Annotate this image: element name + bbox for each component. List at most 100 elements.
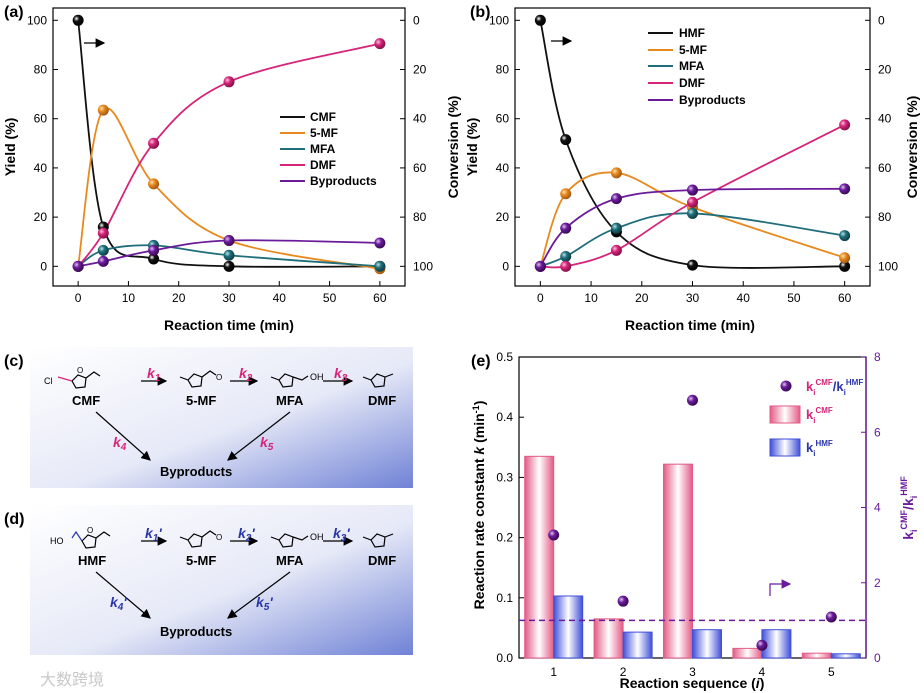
bar-k-hmf — [553, 595, 584, 659]
legend-label-hmf: HMF — [679, 26, 705, 40]
data-point-byproducts — [560, 222, 572, 234]
y2-axis-title-a: Conversion (%) — [445, 96, 461, 199]
data-point-dmf — [223, 76, 235, 88]
species-mfa-d: MFA — [276, 553, 304, 568]
panel-c-label: (c) — [4, 353, 24, 370]
data-point-dmf — [839, 119, 851, 131]
data-point-byproducts — [687, 184, 698, 196]
y2-tick-label: 0 — [874, 651, 881, 665]
cmf-structure — [57, 371, 101, 389]
hmf-structure — [71, 530, 111, 549]
data-point-mfa — [97, 244, 109, 256]
data-point-5-mf — [839, 252, 851, 264]
panel-b-label: (b) — [470, 4, 490, 21]
panel-d: (d) HO O HMF O 5-MF OH MFA DMF — [4, 505, 413, 655]
legend-label-byproducts-a: Byproducts — [310, 174, 377, 188]
y2-tick-label: 6 — [874, 425, 881, 439]
legend-swatch-k-cmf — [769, 405, 801, 424]
mfa-structure-d — [270, 533, 309, 548]
k2-prime-label: k2' — [238, 525, 255, 544]
chloro-atom-label: Cl — [44, 376, 53, 386]
series-group-b — [534, 14, 851, 272]
legend-swatch-k-hmf — [769, 438, 801, 457]
ratio-points-group — [548, 394, 837, 651]
y2-axis-e: 0 2 4 6 8 — [861, 350, 881, 665]
y-axis-a: 0 20 40 60 80 100 — [27, 13, 58, 273]
y2-axis-a: 100 80 60 40 20 0 — [400, 13, 433, 273]
legend-label-cmf: CMF — [310, 110, 336, 124]
x-tick-label: 30 — [222, 291, 236, 305]
data-point-5-mf — [97, 104, 109, 116]
watermark: 大数跨境 — [40, 670, 104, 689]
data-point-dmf — [374, 38, 386, 50]
y-tick-label: 100 — [489, 13, 509, 27]
5mf-structure-c — [179, 370, 217, 388]
panel-c: (c) Cl O CMF O 5-MF OH MFA — [4, 347, 413, 488]
y-tick-label: 80 — [496, 63, 510, 77]
data-point-byproducts — [223, 234, 235, 246]
legend-label-byproducts-b: Byproducts — [679, 93, 746, 107]
x-tick-label: 3 — [689, 665, 696, 679]
bar-k-cmf — [524, 455, 555, 659]
y2-tick-label: 0 — [878, 13, 885, 27]
k4-label: k4 — [113, 434, 127, 453]
y2-tick-label: 80 — [413, 210, 427, 224]
k3-prime-label: k3' — [333, 525, 350, 544]
y-axis-title-a: Yield (%) — [2, 118, 18, 177]
data-point-mfa — [610, 222, 622, 234]
5mf-structure-d — [179, 530, 217, 548]
data-point-cmf — [72, 14, 84, 26]
scheme-d-background — [30, 505, 413, 655]
y-axis-title-e: Reaction rate constant k (min-1) — [471, 401, 487, 610]
bars-group-e — [524, 455, 861, 659]
x-tick-label: 2 — [620, 665, 627, 679]
y-tick-label: 100 — [27, 13, 47, 27]
panel-d-label: (d) — [4, 511, 24, 528]
ratio-point — [825, 611, 837, 623]
data-point-mfa — [223, 249, 235, 261]
series-group-a — [72, 14, 386, 275]
data-point-5-mf — [610, 167, 622, 179]
bar-k-cmf — [801, 652, 832, 659]
y2-tick-label: 60 — [878, 161, 892, 175]
data-point-byproducts — [72, 260, 84, 272]
x-axis-b: 0 10 20 30 40 50 60 — [537, 281, 852, 305]
scheme-c-background — [30, 347, 413, 488]
y-axis-b: 0 20 40 60 80 100 — [489, 13, 520, 273]
y-axis-title-b: Yield (%) — [464, 118, 480, 177]
hydroxyl-atom-label: HO — [50, 536, 64, 546]
k1-label: k1 — [147, 365, 161, 384]
data-point-dmf — [560, 260, 572, 272]
y2-tick-label: 20 — [413, 63, 427, 77]
dmf-structure-c — [362, 373, 394, 388]
y-tick-label: 80 — [34, 63, 48, 77]
arrow-k5-prime — [227, 571, 291, 619]
x-tick-label: 10 — [122, 291, 136, 305]
y-tick-label: 20 — [34, 210, 48, 224]
mfa-c-hydroxyl-label: OH — [310, 372, 324, 382]
y2-axis-b: 100 80 60 40 20 0 — [865, 13, 898, 273]
y2-axis-title-b: Conversion (%) — [904, 96, 920, 199]
data-point-dmf — [97, 227, 109, 239]
y-tick-label: 0 — [502, 259, 509, 273]
k2-label: k2 — [239, 365, 253, 384]
y-tick-label: 0.5 — [496, 350, 513, 364]
y-tick-label: 60 — [496, 112, 510, 126]
y2-tick-label: 100 — [878, 259, 898, 273]
y2-tick-label: 8 — [874, 350, 881, 364]
legend-label-dmf-a: DMF — [310, 158, 336, 172]
x-tick-label: 20 — [635, 291, 649, 305]
x-tick-label: 40 — [737, 291, 751, 305]
x-axis-a: 0 10 20 30 40 50 60 — [75, 281, 387, 305]
series-line-byproducts — [539, 187, 845, 267]
species-cmf: CMF — [72, 393, 100, 408]
legend-label-mfa-a: MFA — [310, 142, 336, 156]
data-point-byproducts — [97, 255, 109, 267]
series-line-dmf — [540, 124, 846, 269]
x-tick-label: 10 — [584, 291, 598, 305]
y-tick-label: 0.4 — [496, 410, 513, 424]
k4-prime-label: k4' — [110, 594, 127, 613]
k5-label: k5 — [260, 434, 274, 453]
species-5mf-c: 5-MF — [186, 393, 216, 408]
